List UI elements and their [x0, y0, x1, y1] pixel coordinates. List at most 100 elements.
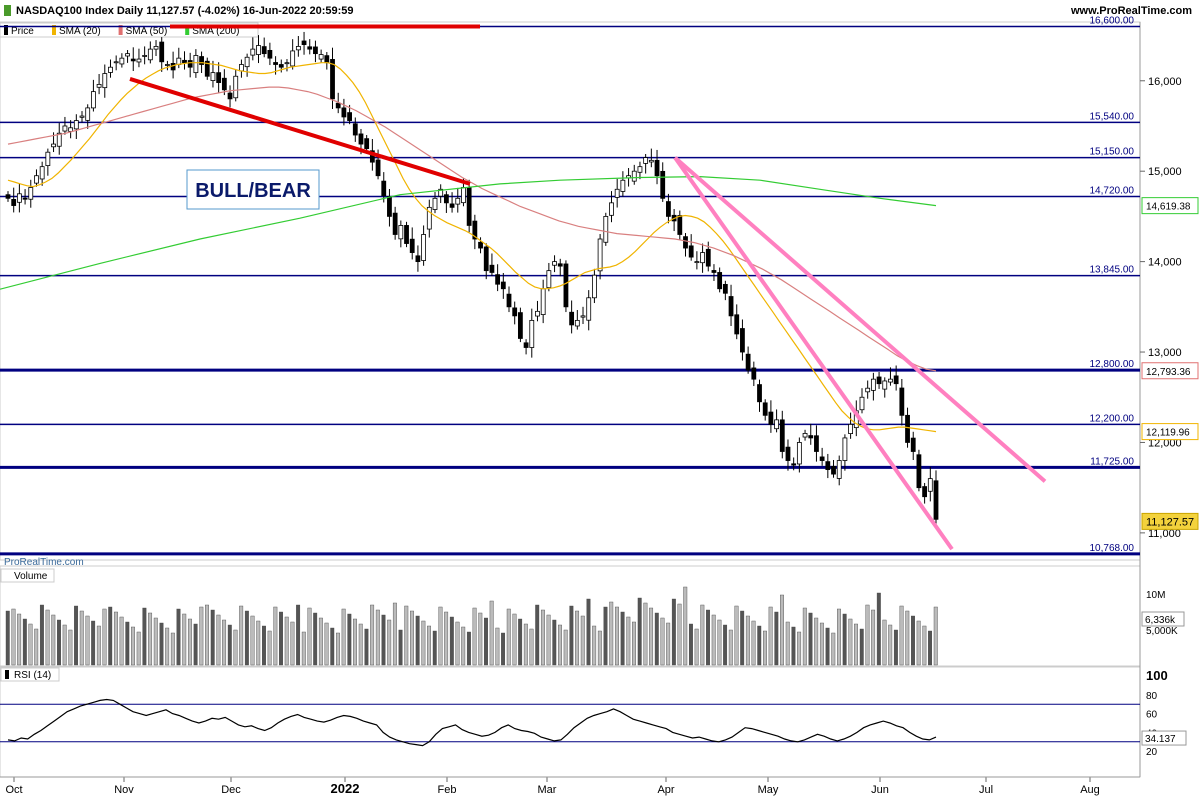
volume-bar	[523, 623, 528, 666]
candle-body	[68, 127, 74, 132]
downtrend-line-shallow	[673, 156, 1047, 483]
candle-body	[814, 435, 819, 452]
volume-bar	[928, 630, 933, 666]
volume-bar	[558, 624, 562, 666]
candle-body	[819, 456, 825, 461]
candle-body	[848, 423, 854, 434]
candle-body	[802, 433, 808, 438]
candle-body	[449, 203, 455, 208]
volume-bar	[865, 604, 870, 666]
volume-bar	[484, 617, 488, 666]
candle-body	[313, 46, 318, 55]
volume-bar	[96, 625, 101, 666]
candle-body	[506, 293, 512, 308]
candle-body	[529, 319, 535, 348]
y-tick-label: 16,000	[1148, 76, 1182, 88]
candle-body	[728, 296, 734, 317]
candle-body	[757, 384, 762, 403]
volume-bar	[706, 609, 710, 666]
candle-body	[182, 59, 187, 64]
x-tick-label: Jul	[979, 784, 993, 796]
x-tick-label: Dec	[221, 784, 241, 796]
candle-body	[56, 132, 62, 147]
candle-body	[466, 187, 472, 226]
candle-body	[290, 50, 296, 67]
volume-bar	[39, 604, 44, 666]
candle-body	[523, 342, 529, 348]
candle-body	[785, 446, 791, 461]
volume-bar	[580, 615, 585, 666]
candle-body	[631, 170, 637, 182]
rsi-panel	[0, 666, 1141, 778]
volume-bar	[74, 605, 79, 666]
candle-body	[273, 62, 278, 65]
volume-bar	[677, 603, 682, 666]
candle-body	[341, 107, 347, 118]
volume-bar	[518, 618, 523, 666]
chart-title: NASDAQ100 Index Daily 11,127.57 (-4.02%)…	[16, 5, 354, 17]
volume-bar	[461, 626, 466, 666]
volume-bar	[119, 616, 124, 666]
legend-label: Price	[11, 26, 34, 37]
volume-bar	[68, 629, 73, 666]
volume-bar	[757, 625, 762, 666]
candle-body	[882, 380, 888, 390]
candle-body	[922, 486, 928, 498]
level-label: 14,720.00	[1090, 186, 1135, 197]
volume-bar	[193, 623, 198, 666]
candle-body	[415, 255, 421, 263]
volume-bar	[609, 601, 614, 666]
candle-body	[221, 77, 227, 91]
candle-body	[102, 73, 108, 89]
rsi-swatch	[5, 670, 9, 679]
x-tick-label: Oct	[5, 784, 22, 796]
volume-bar	[854, 623, 858, 666]
x-tick-label: Jun	[871, 784, 889, 796]
candle-body	[910, 437, 916, 452]
volume-bar	[410, 610, 414, 666]
volume-bar	[313, 612, 318, 666]
volume-bar	[233, 629, 238, 666]
candle-body	[375, 159, 381, 177]
volume-bar	[774, 611, 779, 666]
volume-bar	[603, 606, 608, 666]
candle-body	[187, 60, 193, 68]
volume-bar	[176, 608, 181, 666]
volume-bar	[250, 615, 255, 666]
volume-bar	[506, 608, 511, 666]
rsi-label: RSI (14)	[14, 670, 51, 681]
volume-bar	[552, 619, 557, 666]
volume-bar	[597, 630, 602, 666]
candle-body	[79, 115, 85, 118]
candle-body	[142, 55, 148, 57]
volume-bar	[387, 619, 392, 666]
volume-bar	[888, 624, 893, 666]
volume-bar	[876, 592, 881, 666]
volume-bar	[341, 608, 346, 666]
x-tick-label: 2022	[331, 781, 360, 796]
level-label: 15,540.00	[1090, 111, 1135, 122]
rsi-last-box	[1141, 730, 1187, 746]
legend-label: SMA (50)	[126, 26, 168, 37]
candle-body	[483, 246, 489, 272]
volume-bar	[142, 607, 147, 666]
site-link[interactable]: www.ProRealTime.com	[1070, 5, 1192, 17]
volume-bar	[318, 617, 323, 666]
volume-bar	[261, 625, 266, 666]
volume-bar	[711, 614, 716, 666]
candle-body	[574, 319, 580, 327]
volume-bar	[62, 624, 67, 666]
x-tick-label: May	[758, 784, 779, 796]
sma200-line	[0, 175, 937, 290]
candle-body	[28, 187, 34, 200]
volume-bar	[284, 616, 289, 666]
volume-last-box	[1141, 611, 1185, 627]
candle-body	[825, 461, 831, 470]
candle-body	[517, 312, 523, 339]
candle-body	[888, 378, 893, 383]
candle-body	[876, 376, 882, 385]
volume-bar	[301, 631, 306, 666]
volume-bar	[438, 606, 443, 666]
volume-bar	[540, 609, 545, 666]
candle-body	[472, 220, 478, 240]
